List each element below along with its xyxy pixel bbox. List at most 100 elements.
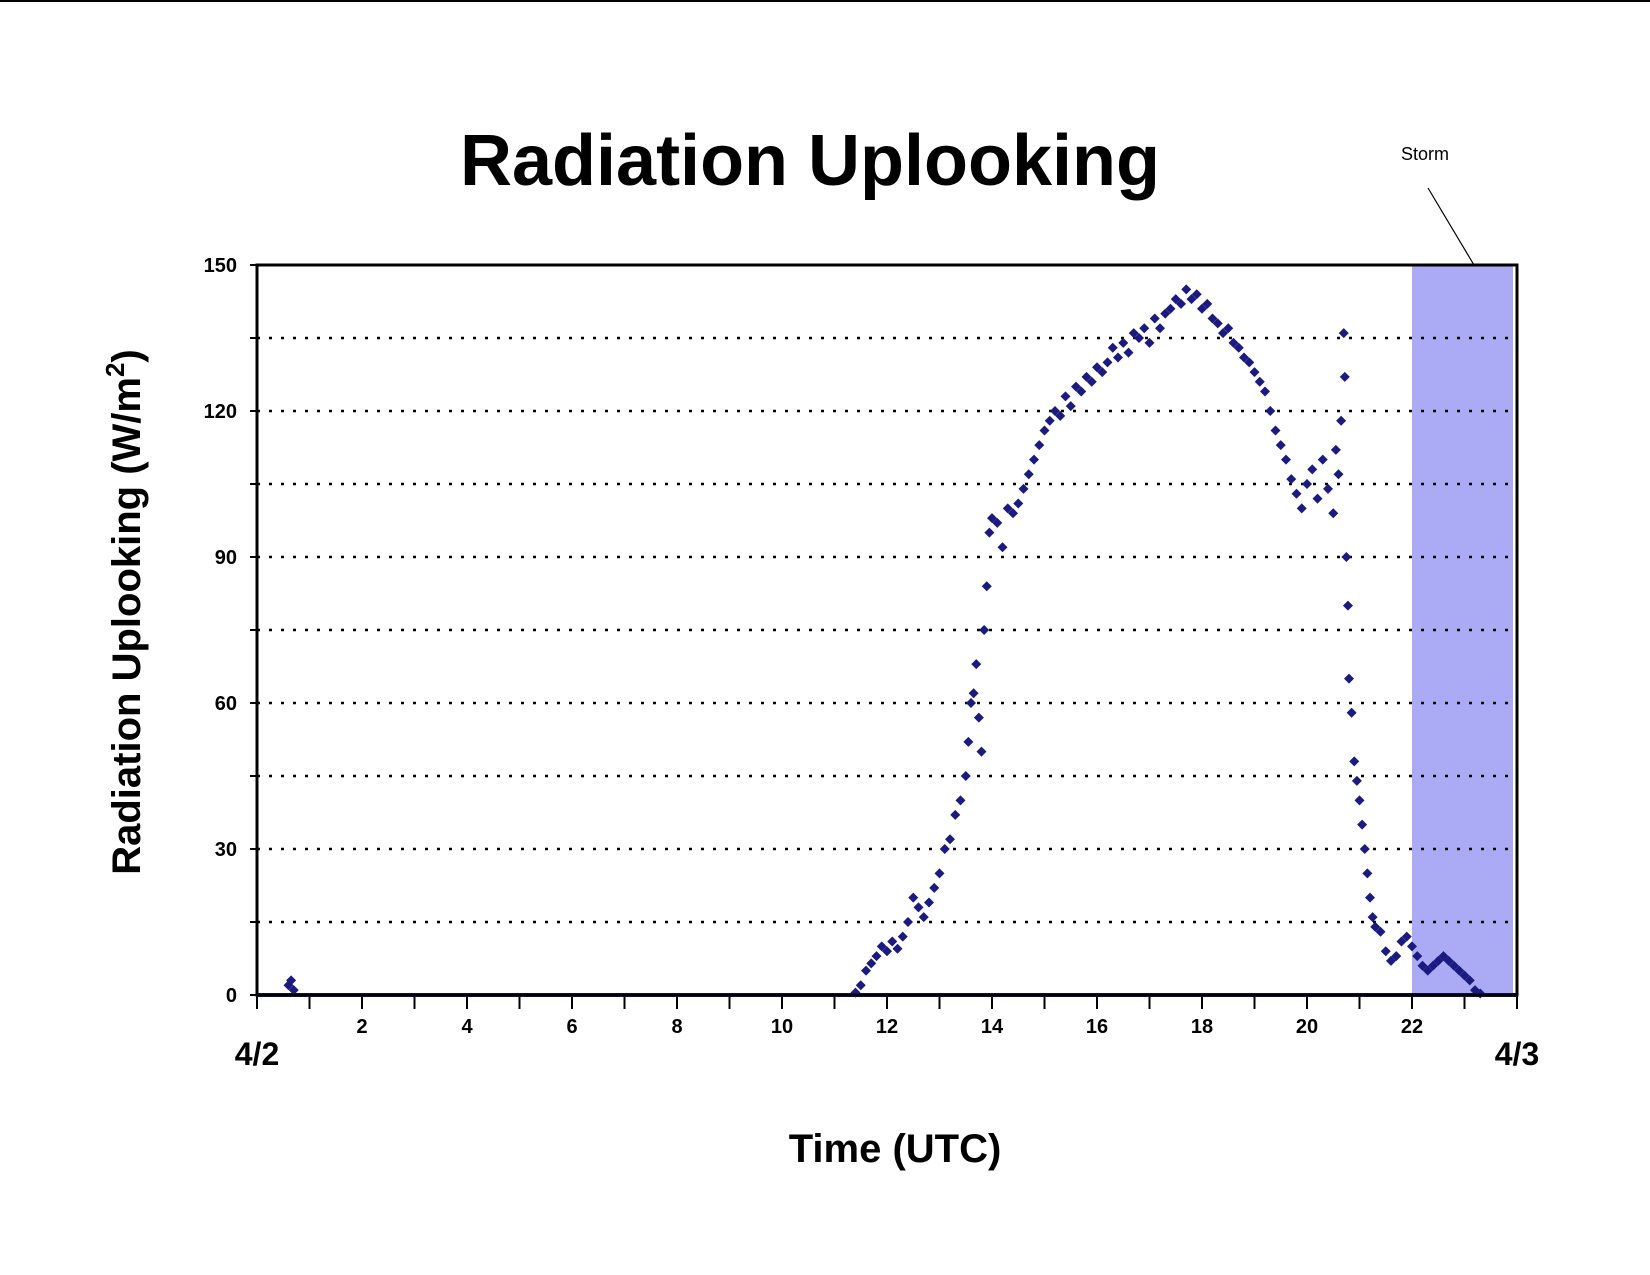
y-axis-title-close: ) [105, 349, 149, 362]
chart-title: Radiation Uplooking [460, 121, 1160, 201]
data-point [1113, 352, 1123, 363]
data-point [945, 834, 955, 845]
plot-area-border [255, 263, 1519, 997]
x-tick-label: 2 [356, 1016, 367, 1038]
x-tick-label: 14 [981, 1016, 1004, 1038]
x-tick-label: 6 [566, 1016, 577, 1038]
data-point [1018, 483, 1029, 494]
data-point [1281, 454, 1291, 465]
data-point [1375, 926, 1386, 937]
data-point [1165, 303, 1176, 314]
data-point [1417, 960, 1428, 971]
data-point [924, 897, 934, 908]
data-point [968, 688, 979, 699]
data-point [1370, 921, 1381, 932]
data-point [950, 809, 961, 820]
data-point [1050, 406, 1060, 416]
data-point [1464, 975, 1475, 986]
data-point [1357, 819, 1368, 830]
data-point [1270, 425, 1281, 436]
y-tick-label: 30 [215, 839, 237, 861]
x-tick-label: 4 [461, 1016, 473, 1038]
data-point [1412, 951, 1423, 962]
data-point [1134, 333, 1144, 343]
data-point [1317, 454, 1328, 465]
data-point [1443, 955, 1454, 966]
data-point [1149, 313, 1160, 324]
data-point [1102, 357, 1113, 368]
data-point [1291, 488, 1302, 499]
data-point [1176, 298, 1186, 309]
data-point [871, 951, 882, 962]
x-tick-label: 22 [1401, 1016, 1423, 1038]
x-axis-title: Time (UTC) [789, 1127, 1002, 1171]
data-point [1339, 371, 1350, 382]
data-point [1341, 552, 1352, 562]
data-point [1428, 960, 1438, 971]
data-point [1144, 337, 1155, 348]
x-tick-label: 18 [1191, 1016, 1213, 1038]
data-point [1092, 362, 1102, 373]
data-points [257, 284, 1517, 999]
data-point [1170, 294, 1181, 305]
data-point [984, 527, 995, 538]
data-point [1433, 955, 1444, 966]
data-point [955, 795, 966, 806]
data-point [1186, 294, 1197, 305]
data-point [897, 931, 908, 942]
x-tick-label: 20 [1296, 1016, 1318, 1038]
data-point [1228, 337, 1239, 348]
data-point [861, 965, 871, 976]
data-point [1107, 342, 1118, 353]
data-point [934, 868, 945, 879]
data-point [1076, 386, 1087, 397]
data-point [1008, 508, 1018, 519]
data-point [1438, 951, 1449, 962]
data-point [1307, 464, 1318, 475]
data-point [1330, 444, 1341, 455]
data-point [960, 771, 971, 781]
x-axis-ticks: 2 4 6 8 10 12 14 16 18 20 22 [256, 995, 1518, 1038]
data-point [882, 946, 892, 957]
data-point [1044, 415, 1055, 426]
data-point [1123, 347, 1134, 358]
data-point [1454, 965, 1465, 976]
data-point [1065, 401, 1076, 412]
data-point [1407, 941, 1417, 952]
data-point [979, 625, 990, 635]
data-point [1286, 474, 1297, 485]
data-point [1212, 318, 1223, 329]
data-point [1422, 965, 1433, 976]
data-point [1118, 337, 1129, 348]
x-tick-label: 16 [1086, 1016, 1108, 1038]
data-point [939, 844, 950, 854]
y-axis-title-main: Radiation Uplooking (W/m [105, 377, 149, 875]
data-point [1254, 376, 1265, 387]
data-point [1181, 284, 1192, 295]
data-point [963, 736, 974, 747]
data-point [1086, 376, 1097, 387]
data-point [992, 517, 1003, 528]
data-point [1354, 795, 1365, 806]
data-point [1249, 367, 1260, 378]
data-point [1391, 951, 1402, 962]
data-point [1359, 844, 1370, 854]
data-point [1039, 425, 1050, 436]
data-point [971, 659, 982, 670]
data-point [1336, 415, 1347, 426]
x-tick-label: 8 [671, 1016, 682, 1038]
data-point [1344, 673, 1354, 684]
data-point [855, 980, 866, 991]
data-point [1333, 469, 1344, 480]
storm-annotation-label: Storm [1401, 144, 1449, 164]
data-point [1367, 912, 1378, 923]
y-tick-label: 60 [215, 693, 237, 715]
data-point [929, 882, 940, 893]
data-point [1312, 493, 1323, 504]
data-point [288, 985, 299, 996]
data-point [892, 943, 903, 954]
data-point [1342, 600, 1353, 611]
data-point [913, 902, 924, 913]
data-point [1034, 440, 1045, 451]
